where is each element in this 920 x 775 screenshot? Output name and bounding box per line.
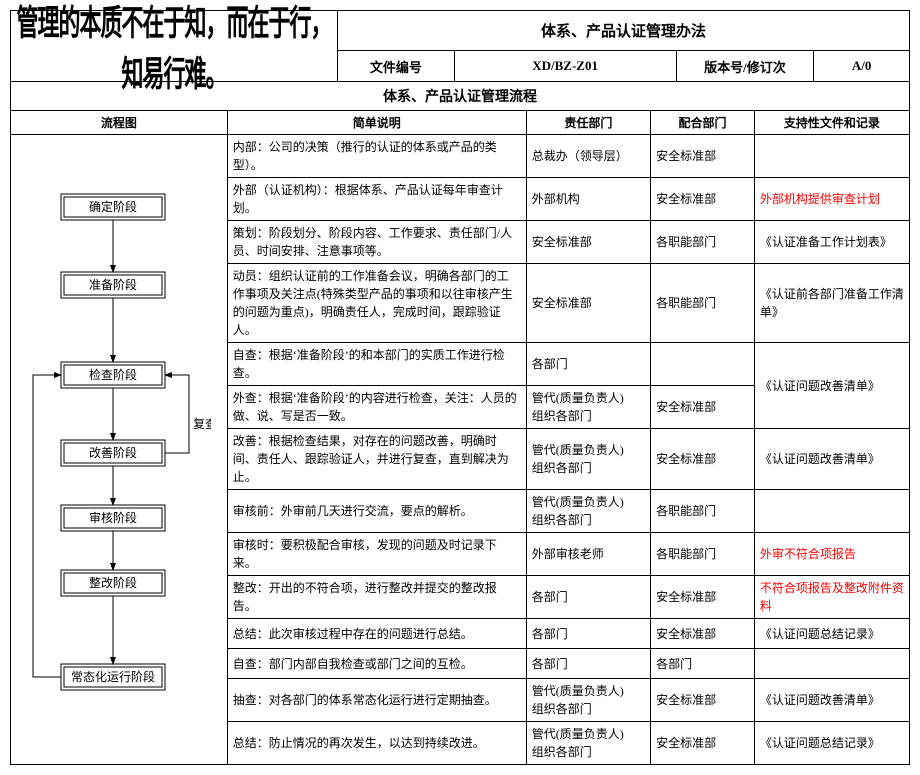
cell-doc: 《认证准备工作计划表》 [754, 221, 909, 264]
slogan: 管理的本质不在于知，而在于行，知易行难。 [16, 0, 332, 97]
cell-doc: 不符合项报告及整改附件资料 [754, 576, 909, 619]
cell-coop: 各部门 [651, 649, 755, 679]
svg-text:审核阶段: 审核阶段 [89, 509, 137, 524]
cell-coop: 安全标准部 [651, 619, 755, 649]
cell-coop: 各职能部门 [651, 264, 755, 343]
flowchart-cell: 确定阶段准备阶段检查阶段改善阶段审核阶段整改阶段常态化运行阶段 复查 [11, 135, 228, 765]
svg-text:确定阶段: 确定阶段 [89, 198, 137, 213]
cell-dept: 安全标准部 [526, 221, 650, 264]
cell-desc: 外查：根据‘准备阶段’的内容进行检查，关注：人员的做、说、写是否一致。 [227, 386, 526, 429]
cell-coop: 安全标准部 [651, 135, 755, 178]
cell-dept: 各部门 [526, 619, 650, 649]
col-coop: 配合部门 [651, 111, 755, 135]
cell-coop: 各职能部门 [651, 533, 755, 576]
cell-doc: 《认证问题改善清单》 [754, 679, 909, 722]
cell-desc: 审核前：外审前几天进行交流，要点的解析。 [227, 490, 526, 533]
cell-coop: 安全标准部 [651, 722, 755, 765]
cell-dept: 外部审核老师 [526, 533, 650, 576]
cell-doc [754, 135, 909, 178]
col-dept: 责任部门 [526, 111, 650, 135]
cell-doc: 外审不符合项报告 [754, 533, 909, 576]
cell-dept: 管代(质量负责人) 组织各部门 [526, 386, 650, 429]
cell-doc: 《认证问题改善清单》 [754, 429, 909, 490]
cell-desc: 策划：阶段划分、阶段内容、工作要求、责任部门/人员、时间安排、注意事项等。 [227, 221, 526, 264]
cell-coop: 安全标准部 [651, 576, 755, 619]
svg-text:准备阶段: 准备阶段 [89, 276, 137, 291]
cell-coop: 各职能部门 [651, 221, 755, 264]
cell-desc: 总结：防止情况的再次发生，以达到持续改进。 [227, 722, 526, 765]
cell-coop: 安全标准部 [651, 429, 755, 490]
cell-doc [754, 490, 909, 533]
cell-dept: 各部门 [526, 649, 650, 679]
cell-dept: 各部门 [526, 576, 650, 619]
cell-desc: 改善：根据检查结果，对存在的问题改善，明确时间、责任人、跟踪验证人，并进行复查，… [227, 429, 526, 490]
cell-desc: 抽查：对各部门的体系常态化运行进行定期抽查。 [227, 679, 526, 722]
cell-desc: 总结：此次审核过程中存在的问题进行总结。 [227, 619, 526, 649]
cell-dept: 管代(质量负责人) 组织各部门 [526, 429, 650, 490]
rev: A/0 [814, 51, 910, 82]
cell-desc: 自查：根据‘准备阶段’的和本部门的实质工作进行检查。 [227, 343, 526, 386]
cell-desc: 自查：部门内部自我检查或部门之间的互检。 [227, 649, 526, 679]
cell-coop: 各职能部门 [651, 490, 755, 533]
svg-text:整改阶段: 整改阶段 [89, 574, 137, 589]
svg-text:复查: 复查 [193, 417, 211, 431]
doc-no-label: 文件编号 [338, 51, 455, 82]
cell-coop [651, 343, 755, 386]
col-doc: 支持性文件和记录 [754, 111, 909, 135]
doc-header: 管理的本质不在于知，而在于行，知易行难。 体系、产品认证管理办法 文件编号 XD… [10, 10, 910, 82]
cell-coop: 安全标准部 [651, 386, 755, 429]
cell-doc: 《认证问题总结记录》 [754, 619, 909, 649]
cell-dept: 管代(质量负责人) 组织各部门 [526, 490, 650, 533]
cell-doc: 《认证问题改善清单》 [754, 343, 909, 429]
cell-dept: 安全标准部 [526, 264, 650, 343]
cell-desc: 审核时：要积极配合审核，发现的问题及时记录下来。 [227, 533, 526, 576]
slogan-cell: 管理的本质不在于知，而在于行，知易行难。 [11, 11, 338, 82]
cell-desc: 整改：开出的不符合项，进行整改并提交的整改报告。 [227, 576, 526, 619]
cell-coop: 安全标准部 [651, 679, 755, 722]
cell-dept: 总裁办（领导层） [526, 135, 650, 178]
cell-dept: 各部门 [526, 343, 650, 386]
doc-title: 体系、产品认证管理办法 [338, 11, 910, 51]
col-desc: 简单说明 [227, 111, 526, 135]
cell-desc: 外部（认证机构）：根据体系、产品认证每年审查计划。 [227, 178, 526, 221]
cell-coop: 安全标准部 [651, 178, 755, 221]
cell-doc [754, 649, 909, 679]
doc-no: XD/BZ-Z01 [454, 51, 676, 82]
cell-doc: 《认证问题总结记录》 [754, 722, 909, 765]
rev-label: 版本号/修订次 [676, 51, 814, 82]
cell-desc: 动员：组织认证前的工作准备会议，明确各部门的工作事项及关注点(特殊类型产品的事项… [227, 264, 526, 343]
cell-desc: 内部：公司的决策（推行的认证的体系或产品的类型）。 [227, 135, 526, 178]
svg-text:检查阶段: 检查阶段 [89, 366, 137, 381]
svg-text:常态化运行阶段: 常态化运行阶段 [71, 668, 155, 683]
cell-dept: 外部机构 [526, 178, 650, 221]
cell-doc: 《认证前各部门准备工作清单》 [754, 264, 909, 343]
cell-dept: 管代(质量负责人) 组织各部门 [526, 679, 650, 722]
cell-dept: 管代(质量负责人) 组织各部门 [526, 722, 650, 765]
flow-table: 体系、产品认证管理流程 流程图 简单说明 责任部门 配合部门 支持性文件和记录 … [10, 81, 910, 765]
svg-text:改善阶段: 改善阶段 [89, 444, 137, 459]
cell-doc: 外部机构提供审查计划 [754, 178, 909, 221]
col-flow: 流程图 [11, 111, 228, 135]
